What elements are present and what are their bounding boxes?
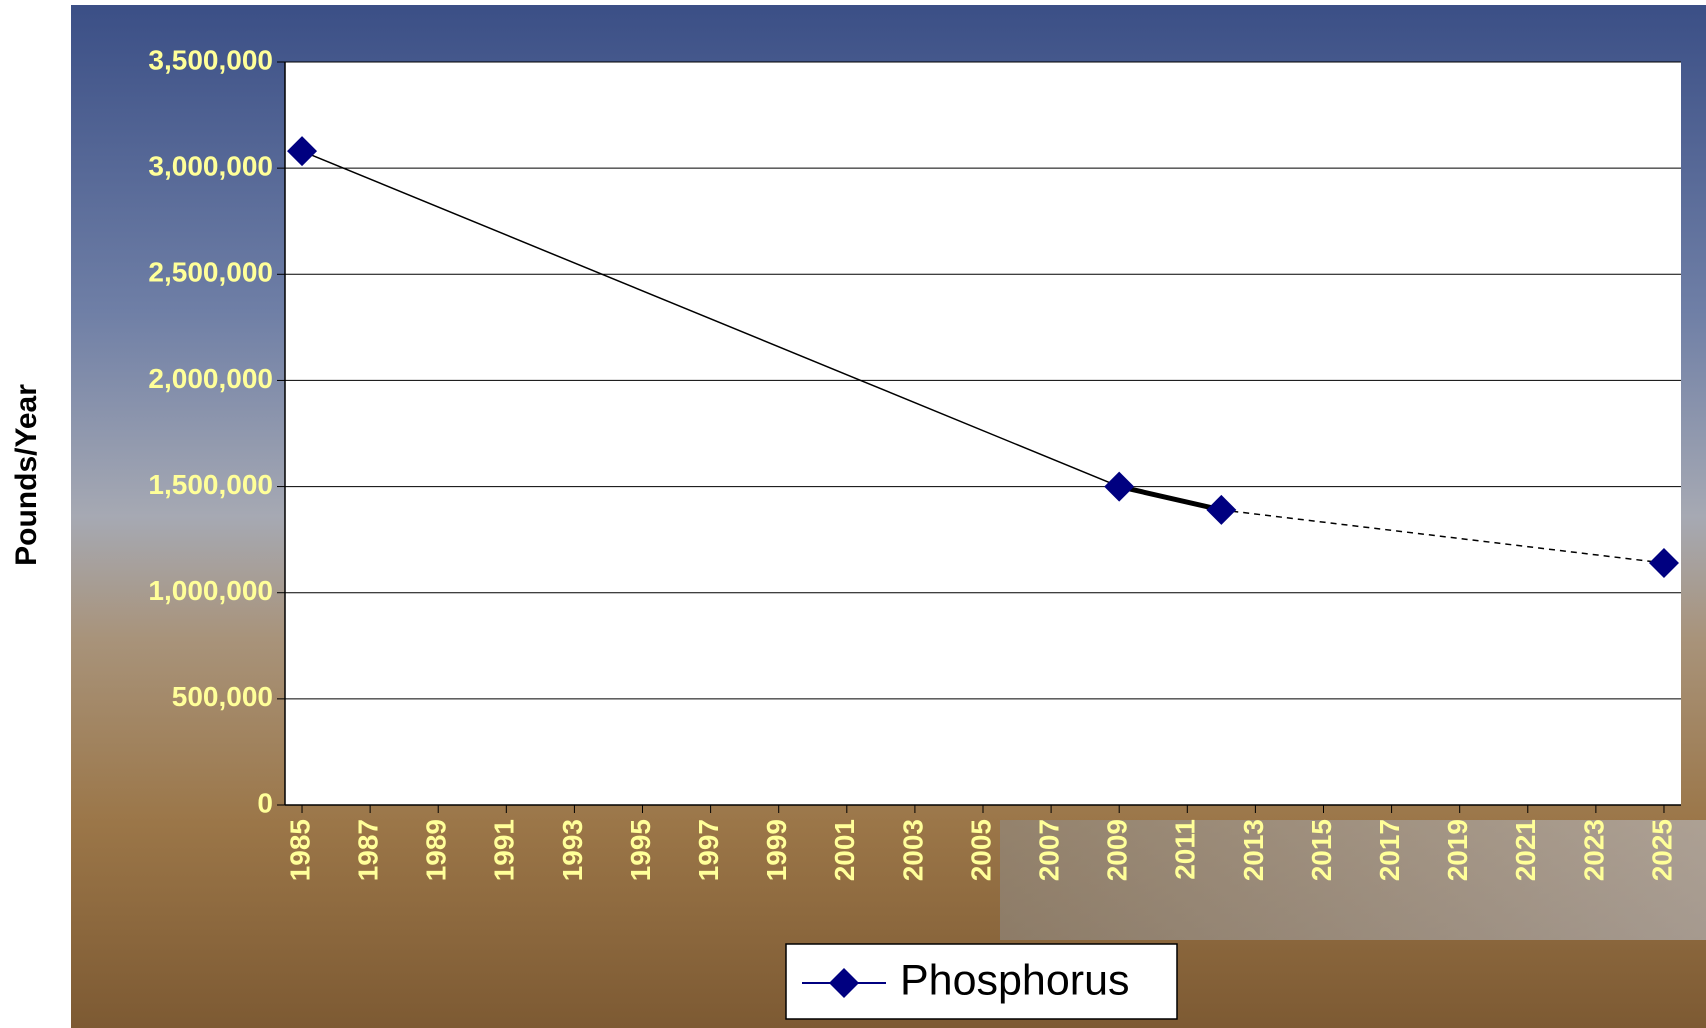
x-tick-label: 2017 bbox=[1374, 819, 1405, 881]
y-tick-label: 3,500,000 bbox=[148, 44, 273, 75]
x-tick-label: 1989 bbox=[421, 819, 452, 881]
x-tick-label: 2019 bbox=[1442, 819, 1473, 881]
y-tick-label: 1,000,000 bbox=[148, 575, 273, 606]
x-tick-label: 1993 bbox=[557, 819, 588, 881]
y-tick-label: 500,000 bbox=[172, 681, 273, 712]
x-tick-label: 1985 bbox=[284, 819, 315, 881]
x-tick-label: 1997 bbox=[693, 819, 724, 881]
x-tick-label: 1991 bbox=[489, 819, 520, 881]
y-tick-label: 3,000,000 bbox=[148, 151, 273, 182]
x-tick-label: 2003 bbox=[897, 819, 928, 881]
line-segment bbox=[301, 150, 1120, 488]
x-tick-label: 2011 bbox=[1170, 819, 1201, 880]
x-tick-label: 2007 bbox=[1033, 819, 1064, 881]
y-tick-label: 0 bbox=[257, 787, 273, 818]
y-tick-label: 2,500,000 bbox=[148, 257, 273, 288]
x-tick-label: 2021 bbox=[1510, 819, 1541, 881]
y-tick-label: 1,500,000 bbox=[148, 469, 273, 500]
x-tick-label: 2001 bbox=[829, 819, 860, 881]
x-tick-label: 1995 bbox=[625, 819, 656, 881]
line-segment bbox=[1221, 509, 1665, 564]
x-tick-label: 2023 bbox=[1578, 819, 1609, 881]
plot-area bbox=[285, 62, 1681, 805]
marker bbox=[1206, 494, 1237, 525]
marker bbox=[1648, 547, 1679, 578]
x-tick-label: 2005 bbox=[965, 819, 996, 881]
x-tick-label: 2015 bbox=[1306, 819, 1337, 881]
y-axis-label: Pounds/Year bbox=[10, 384, 43, 566]
legend: Phosphorus bbox=[785, 943, 1178, 1020]
y-tick-label: 2,000,000 bbox=[148, 363, 273, 394]
legend-label: Phosphorus bbox=[900, 956, 1130, 1004]
x-tick-label: 2025 bbox=[1646, 819, 1677, 881]
x-tick-label: 2013 bbox=[1238, 819, 1269, 881]
marker bbox=[1104, 471, 1135, 502]
line-segment bbox=[1118, 484, 1222, 513]
x-tick-label: 1999 bbox=[761, 819, 792, 881]
x-tick-label: 2009 bbox=[1102, 819, 1133, 881]
legend-marker bbox=[829, 968, 859, 998]
background-sea bbox=[1000, 820, 1706, 940]
x-tick-label: 1987 bbox=[353, 819, 384, 881]
marker bbox=[287, 136, 318, 167]
